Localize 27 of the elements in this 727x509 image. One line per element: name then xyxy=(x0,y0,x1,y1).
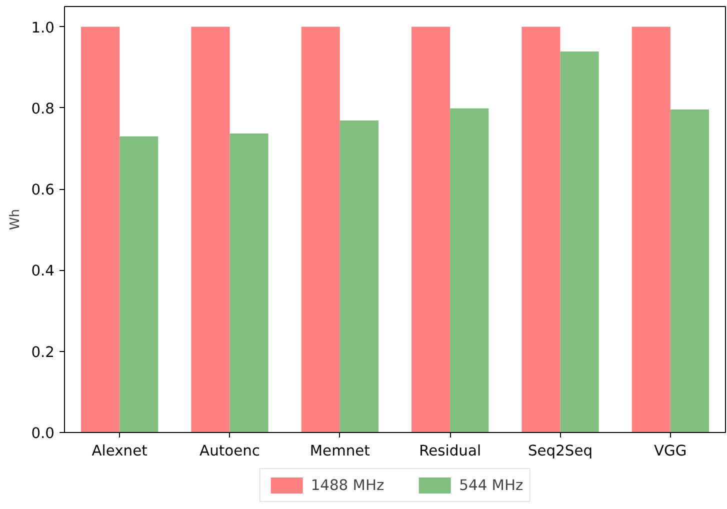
bar xyxy=(81,26,120,432)
y-tick-label: 0.0 xyxy=(31,425,55,442)
bar xyxy=(120,136,158,432)
bar xyxy=(191,26,230,432)
x-tick-label: Autoenc xyxy=(200,442,260,460)
bar xyxy=(632,26,670,432)
bar xyxy=(450,108,489,432)
bar xyxy=(670,110,709,432)
bar xyxy=(340,120,378,432)
x-tick-label: Memnet xyxy=(310,442,370,460)
y-tick-label: 1.0 xyxy=(31,19,55,36)
y-tick-label: 0.2 xyxy=(31,344,55,361)
x-tick-label: VGG xyxy=(654,442,687,460)
y-axis-title: Wh xyxy=(8,208,24,230)
legend-label: 1488 MHz xyxy=(310,476,384,494)
bar xyxy=(412,26,450,432)
bar xyxy=(522,26,560,432)
x-tick-label: Seq2Seq xyxy=(528,442,593,460)
y-tick-label: 0.6 xyxy=(31,182,55,199)
x-tick-label: Alexnet xyxy=(92,442,148,460)
bar xyxy=(560,52,599,432)
bar xyxy=(230,133,268,432)
y-tick-label: 0.4 xyxy=(31,262,55,280)
y-tick-label: 0.8 xyxy=(31,100,55,118)
x-tick-label: Residual xyxy=(419,442,482,460)
bar xyxy=(301,26,340,432)
legend-label: 544 MHz xyxy=(459,476,524,494)
